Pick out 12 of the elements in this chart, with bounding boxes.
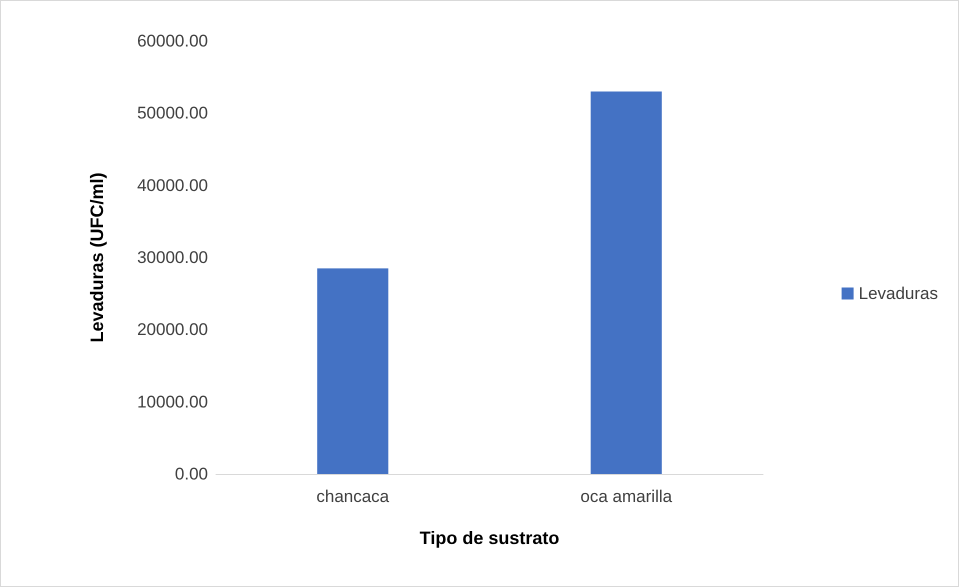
x-tick-label: oca amarilla [580,487,673,506]
y-axis-title: Levaduras (UFC/ml) [87,172,107,343]
y-tick-label: 40000.00 [137,176,208,195]
y-tick-label: 10000.00 [137,392,208,412]
y-tick-label: 50000.00 [137,104,208,123]
x-tick-label: chancaca [316,487,390,506]
x-axis-title: Tipo de sustrato [420,528,560,548]
y-tick-label: 20000.00 [137,320,208,340]
y-tick-label: 60000.00 [137,32,208,50]
y-tick-label: 0.00 [174,464,208,484]
y-tick-label: 30000.00 [137,248,208,267]
legend-label: Levaduras [858,284,938,303]
